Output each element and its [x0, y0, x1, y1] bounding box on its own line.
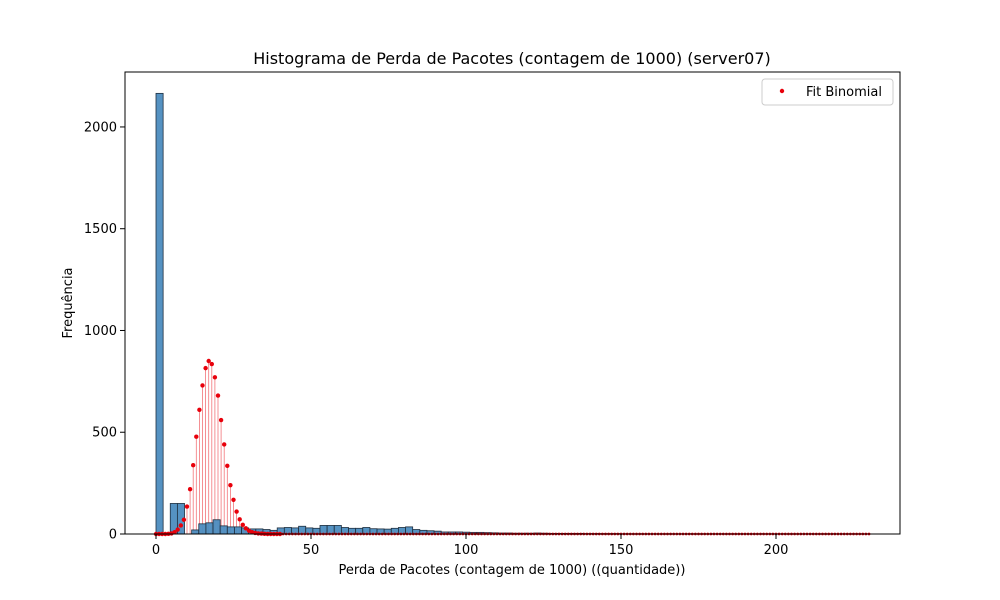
- histogram-bar: [226, 526, 235, 535]
- y-tick-label: 500: [92, 426, 117, 441]
- y-axis: 0 500 1000 1500 2000: [84, 120, 125, 543]
- x-tick-label: 200: [764, 543, 789, 558]
- fit-point: [222, 442, 227, 447]
- fit-point: [181, 517, 187, 522]
- x-tick-label: 0: [152, 543, 160, 558]
- fit-point: [200, 383, 205, 388]
- histogram-bar: [198, 523, 207, 535]
- fit-point: [197, 407, 202, 413]
- y-axis-label: Frequência: [61, 267, 76, 338]
- histogram-bar: [219, 525, 228, 535]
- legend-marker: [779, 88, 785, 94]
- fit-point: [225, 463, 230, 469]
- histogram-bars: [155, 92, 870, 535]
- legend-box: [761, 78, 894, 106]
- x-axis-label: Perda de Pacotes (contagem de 1000) ((qu…: [339, 563, 686, 578]
- fit-point: [194, 434, 199, 439]
- fit-point: [243, 526, 249, 531]
- y-tick-label: 1500: [84, 222, 117, 237]
- fit-point: [237, 517, 242, 522]
- y-tick-label: 0: [109, 528, 117, 543]
- fit-point: [234, 509, 239, 514]
- legend: Fit Binomial: [761, 78, 894, 106]
- x-tick-label: 150: [609, 543, 634, 558]
- fit-point: [178, 523, 183, 528]
- fit-point: [187, 487, 193, 492]
- histogram-bar: [212, 519, 221, 535]
- fit-point: [209, 361, 214, 367]
- x-tick-label: 50: [303, 543, 320, 558]
- histogram-bar: [155, 92, 164, 535]
- fit-point: [215, 393, 221, 398]
- fit-point: [228, 482, 233, 488]
- fit-point: [231, 497, 236, 503]
- histogram-bar: [234, 526, 242, 535]
- x-tick-label: 100: [454, 543, 479, 558]
- fit-point: [240, 522, 245, 528]
- plot-area: [124, 71, 901, 535]
- fit-point: [184, 504, 190, 509]
- y-tick-label: 1000: [84, 324, 117, 339]
- fit-point: [191, 463, 196, 468]
- fit-point: [203, 365, 208, 371]
- fit-point: [172, 529, 177, 535]
- x-axis: 0 50 100 150 200: [152, 534, 789, 558]
- fit-point: [218, 417, 224, 423]
- fit-point: [175, 527, 180, 532]
- histogram-bar: [205, 522, 214, 535]
- fit-points: [153, 358, 871, 537]
- chart-title: Histograma de Perda de Pacotes (contagem…: [253, 49, 771, 68]
- fit-series: [167, 361, 265, 534]
- y-tick-label: 2000: [84, 120, 117, 135]
- legend-label: Fit Binomial: [806, 85, 882, 100]
- histogram-bar: [191, 529, 200, 535]
- fit-point: [212, 375, 218, 380]
- fit-point: [206, 358, 211, 364]
